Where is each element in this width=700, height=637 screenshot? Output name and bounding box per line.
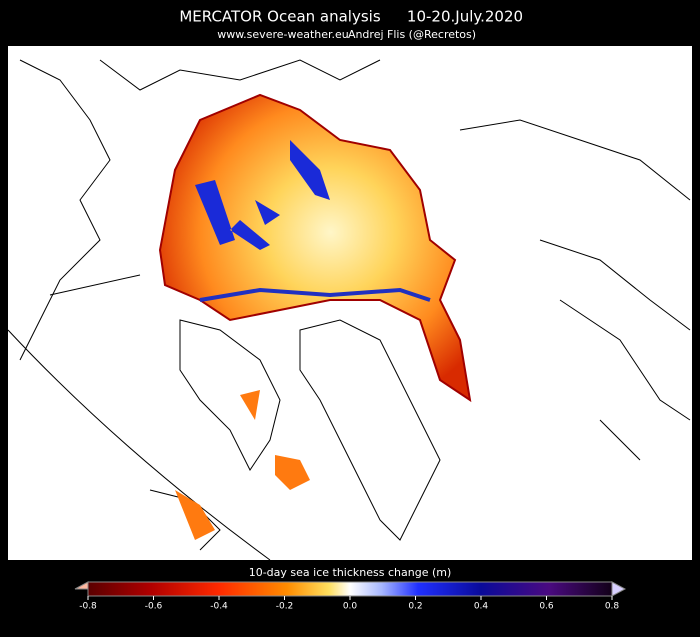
map-boundary: [7, 329, 271, 561]
colorbar: [74, 581, 627, 597]
colorbar-label: 10-day sea ice thickness change (m): [249, 566, 452, 579]
ice-patch: [175, 390, 310, 540]
colorbar-under: [74, 581, 89, 596]
colorbar-tick-label: -0.8: [79, 602, 97, 612]
coastline: [459, 119, 691, 461]
sea-ice: [158, 93, 472, 403]
ice-edge: [199, 287, 431, 302]
colorbar-tick-label: 0.6: [539, 602, 554, 612]
colorbar-tick-label: 0.2: [408, 602, 422, 612]
author: Andrej Flis (@Recretos): [348, 28, 476, 41]
date: 10-20.July.2020: [407, 8, 523, 26]
greenland: [299, 319, 441, 541]
colorbar-tick-label: -0.2: [276, 602, 294, 612]
colorbar-tick-label: 0.0: [343, 602, 358, 612]
ice-thickening: [195, 140, 330, 250]
coastline: [19, 59, 381, 361]
colorbar-over: [611, 581, 627, 597]
colorbar-tick-label: -0.6: [145, 602, 163, 612]
map-background: [8, 46, 692, 560]
colorbar-tick-label: 0.4: [474, 602, 489, 612]
colorbar-gradient: [87, 581, 613, 597]
title: MERCATOR Ocean analysis: [179, 8, 380, 26]
colorbar-tick-label: -0.4: [210, 602, 228, 612]
map: [7, 46, 692, 561]
meridian: [49, 274, 141, 296]
website: www.severe-weather.eu: [217, 28, 349, 41]
colorbar-tick-label: 0.8: [605, 602, 620, 612]
